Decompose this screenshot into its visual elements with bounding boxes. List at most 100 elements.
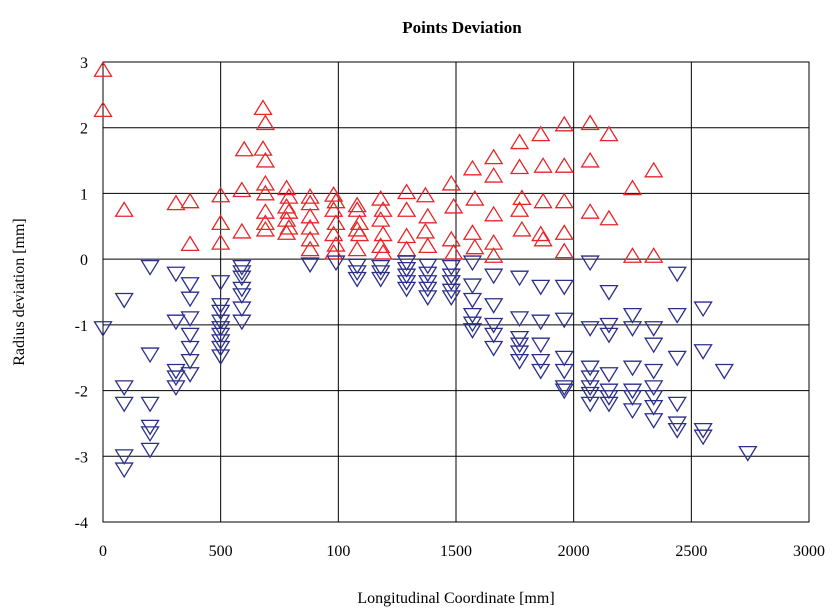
data-point-down-triangle xyxy=(347,271,367,288)
data-point-down-triangle xyxy=(232,314,252,331)
data-point-down-triangle xyxy=(180,353,200,370)
data-point-down-triangle xyxy=(509,353,530,370)
data-point-down-triangle xyxy=(211,275,231,291)
data-point-down-triangle xyxy=(644,321,664,337)
data-point-up-triangle xyxy=(554,242,574,259)
data-point-down-triangle xyxy=(462,292,483,309)
data-point-up-triangle xyxy=(580,114,600,131)
data-point-down-triangle xyxy=(644,399,664,416)
x-tick-label: 100 xyxy=(326,543,350,560)
data-point-down-triangle xyxy=(211,349,231,366)
data-point-down-triangle xyxy=(166,370,186,387)
x-tick-labels: 0 500 100 1500 2000 2500 3000 xyxy=(99,543,825,560)
data-point-down-triangle xyxy=(738,445,758,462)
data-point-down-triangle xyxy=(483,298,504,314)
data-point-down-triangle xyxy=(580,396,600,413)
data-point-down-triangle xyxy=(441,290,461,307)
data-point-up-triangle xyxy=(512,220,532,237)
data-point-down-triangle xyxy=(531,353,551,370)
y-tick-label: 1 xyxy=(80,186,88,203)
data-point-up-triangle xyxy=(373,225,393,242)
data-point-up-triangle xyxy=(255,184,276,201)
data-point-down-triangle xyxy=(396,281,417,298)
chart-title: Points Deviation xyxy=(402,18,522,37)
data-point-up-triangle xyxy=(441,230,461,247)
data-point-down-triangle xyxy=(667,422,687,439)
data-point-down-triangle xyxy=(622,307,643,324)
data-point-up-triangle xyxy=(166,194,186,211)
data-point-down-triangle xyxy=(211,304,231,321)
data-point-down-triangle xyxy=(93,321,113,337)
data-point-down-triangle xyxy=(644,380,664,397)
data-point-down-triangle xyxy=(166,266,186,283)
data-point-down-triangle xyxy=(554,380,574,397)
data-point-down-triangle xyxy=(462,278,483,295)
y-tick-label: 2 xyxy=(80,121,88,138)
data-point-down-triangle xyxy=(114,449,134,466)
data-point-up-triangle xyxy=(349,214,370,231)
data-point-down-triangle xyxy=(300,257,320,274)
data-point-up-triangle xyxy=(211,233,231,250)
y-tick-label: 0 xyxy=(80,252,88,269)
x-axis-label: Longitudinal Coordinate [mm] xyxy=(357,590,554,607)
data-point-up-triangle xyxy=(300,187,320,204)
data-point-down-triangle xyxy=(644,413,664,429)
data-point-up-triangle xyxy=(255,214,276,231)
data-point-up-triangle xyxy=(232,181,252,198)
y-tick-label: -2 xyxy=(75,384,88,401)
data-point-up-triangle xyxy=(554,192,574,209)
data-point-down-triangle xyxy=(114,292,134,309)
x-tick-label: 1500 xyxy=(440,543,472,560)
data-point-down-triangle xyxy=(599,317,619,334)
data-point-up-triangle xyxy=(255,203,276,219)
data-point-down-triangle xyxy=(140,347,160,364)
data-point-up-triangle xyxy=(462,159,483,176)
data-point-down-triangle xyxy=(180,367,200,383)
data-point-up-triangle xyxy=(371,210,391,227)
data-point-up-triangle xyxy=(580,151,600,168)
data-point-up-triangle xyxy=(253,99,273,116)
data-point-down-triangle xyxy=(554,279,574,296)
x-tick-label: 500 xyxy=(209,543,233,560)
data-point-up-triangle xyxy=(509,201,530,217)
data-point-down-triangle xyxy=(441,275,461,291)
data-point-up-triangle xyxy=(483,148,504,165)
data-point-down-triangle xyxy=(232,270,252,287)
data-point-down-triangle xyxy=(509,345,530,362)
x-tick-label: 2500 xyxy=(675,543,707,560)
data-point-down-triangle xyxy=(166,314,186,331)
plot-area-frame xyxy=(102,61,810,523)
data-point-down-triangle xyxy=(441,260,461,276)
y-tick-label: -4 xyxy=(75,515,88,532)
data-point-down-triangle xyxy=(580,321,600,337)
data-point-up-triangle xyxy=(509,158,530,175)
y-axis-label: Radius deviation [mm] xyxy=(11,218,28,366)
data-point-down-triangle xyxy=(483,340,504,357)
data-point-down-triangle xyxy=(554,312,574,329)
data-point-up-triangle xyxy=(300,230,320,247)
data-point-up-triangle xyxy=(114,201,134,217)
data-point-up-triangle xyxy=(396,183,417,200)
data-point-up-triangle xyxy=(441,174,461,191)
data-point-down-triangle xyxy=(483,268,504,285)
data-point-down-triangle xyxy=(622,360,643,377)
data-point-up-triangle xyxy=(255,114,276,131)
data-point-up-triangle xyxy=(279,203,299,219)
data-point-down-triangle xyxy=(232,301,252,318)
data-point-down-triangle xyxy=(418,258,438,275)
data-point-up-triangle xyxy=(554,157,574,173)
data-point-up-triangle xyxy=(533,157,553,173)
data-point-down-triangle xyxy=(232,265,252,282)
data-point-up-triangle xyxy=(323,201,344,217)
data-point-up-triangle xyxy=(347,240,367,257)
data-point-down-triangle xyxy=(714,363,734,380)
data-point-up-triangle xyxy=(418,237,438,254)
data-point-up-triangle xyxy=(180,192,200,209)
data-point-up-triangle xyxy=(622,247,643,263)
data-point-down-triangle xyxy=(114,380,134,397)
data-point-down-triangle xyxy=(554,383,574,400)
data-point-down-triangle xyxy=(114,396,134,413)
data-point-down-triangle xyxy=(599,396,619,413)
data-point-up-triangle xyxy=(234,140,254,157)
